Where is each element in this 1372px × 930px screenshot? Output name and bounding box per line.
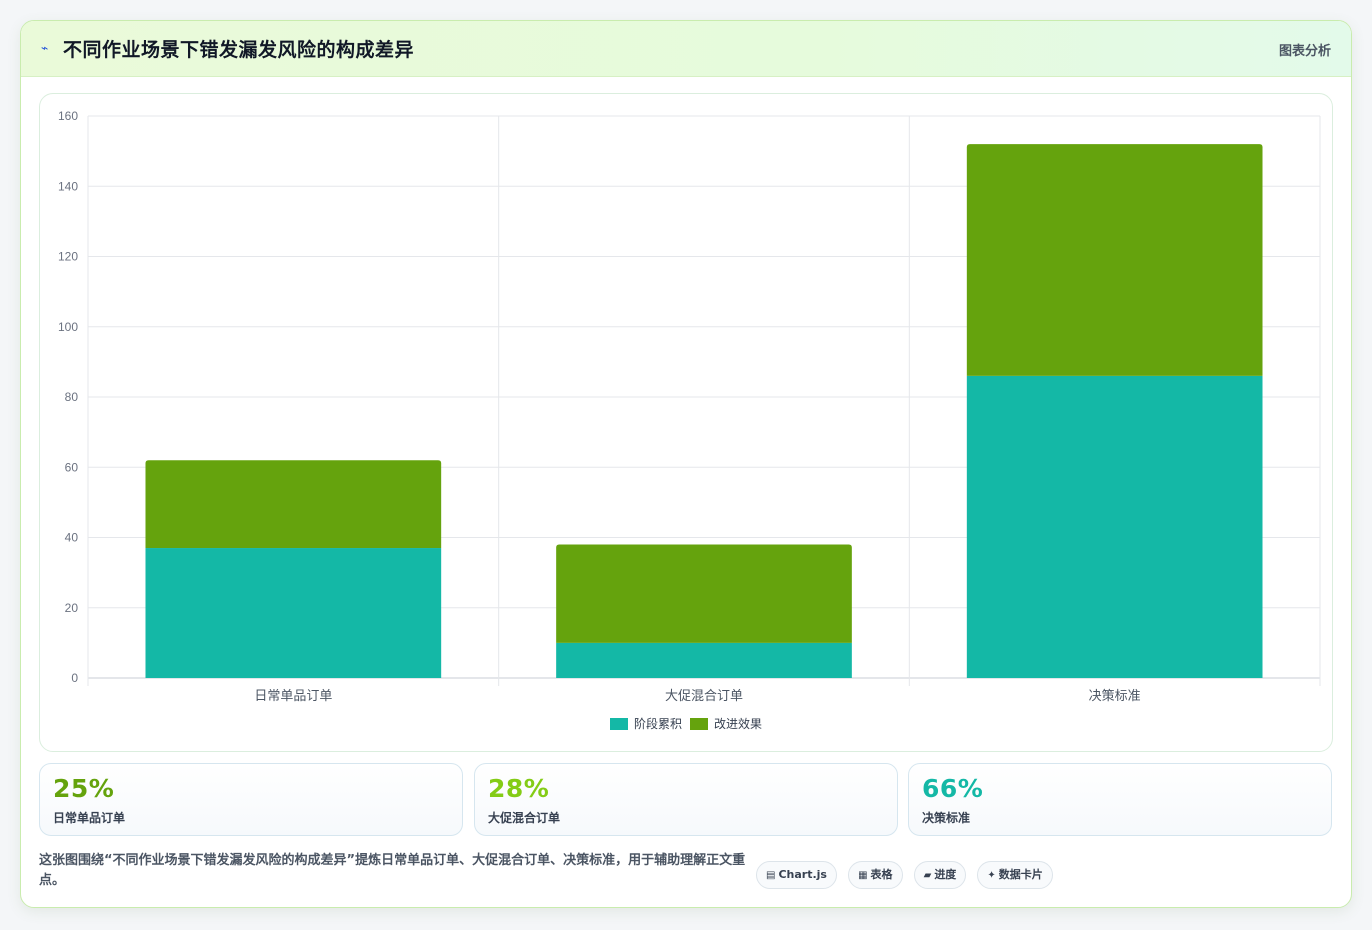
tag-list: ▤ Chart.js ▦ 表格 ▰ 进度 ✦ 数据卡片	[756, 861, 1059, 889]
bar-segment	[966, 144, 1263, 376]
card-header: ⌁ 不同作业场景下错发漏发风险的构成差异 图表分析	[21, 21, 1351, 77]
tag-label: 表格	[870, 868, 893, 881]
stat-value: 66%	[922, 774, 984, 803]
bar-segment	[145, 548, 442, 678]
tag-label: 进度	[934, 868, 957, 881]
x-tick-label: 决策标准	[1089, 688, 1141, 704]
progress-icon: ▰	[923, 870, 932, 881]
y-tick-label: 0	[71, 671, 78, 685]
chart-legend: 阶段累积 改进效果	[40, 715, 1332, 732]
legend-item[interactable]: 阶段累积	[609, 715, 682, 732]
y-tick-label: 140	[58, 179, 78, 193]
chart-analysis-label: 图表分析	[1278, 44, 1331, 59]
y-tick-label: 20	[65, 601, 79, 615]
legend-label: 阶段累积	[633, 717, 682, 731]
bar-segment	[556, 544, 852, 643]
legend-item[interactable]: 改进效果	[690, 715, 762, 732]
tag-progress[interactable]: ▰ 进度	[913, 861, 967, 889]
chart-card: ⌁ 不同作业场景下错发漏发风险的构成差异 图表分析 0 20 40 60 80 100 12…	[20, 20, 1352, 908]
stat-label: 日常单品订单	[53, 811, 126, 825]
legend-swatch	[609, 718, 628, 730]
stat-label: 大促混合订单	[488, 811, 561, 825]
y-tick-label: 80	[65, 390, 79, 404]
x-tick-label: 日常单品订单	[254, 689, 332, 704]
y-tick-label: 160	[58, 109, 78, 123]
bar-segment	[145, 460, 442, 549]
chart-description: 这张图围绕“不同作业场景下错发漏发风险的构成差异”提炼日常单品订单、大促混合订单…	[39, 853, 746, 888]
y-tick-label: 60	[65, 460, 79, 474]
page-title: 不同作业场景下错发漏发风险的构成差异	[63, 39, 415, 61]
stat-card-daily: 25% 日常单品订单	[39, 763, 463, 836]
tag-data-cards[interactable]: ✦ 数据卡片	[977, 861, 1053, 889]
tag-table[interactable]: ▦ 表格	[848, 861, 903, 889]
stacked-bar-chart: 0 20 40 60 80 100 120 140 160 日常单品订单 大促混合订单 决策标准	[58, 109, 1321, 704]
stat-card-decision: 66% 决策标准	[908, 763, 1332, 836]
table-icon: ▦	[858, 870, 868, 881]
stat-card-promo: 28% 大促混合订单	[474, 763, 898, 836]
chart-icon: ▤	[766, 870, 776, 881]
x-tick-label: 大促混合订单	[665, 689, 743, 704]
stat-label: 决策标准	[922, 811, 971, 825]
legend-swatch	[690, 718, 708, 730]
tag-chartjs[interactable]: ▤ Chart.js	[756, 861, 837, 889]
stat-value: 25%	[53, 774, 115, 803]
trend-icon: ⌁	[41, 41, 49, 55]
tag-label: 数据卡片	[998, 868, 1043, 881]
stat-value: 28%	[488, 774, 550, 803]
legend-label: 改进效果	[714, 717, 763, 731]
y-tick-label: 120	[58, 250, 78, 264]
bar-segment	[556, 642, 852, 678]
tag-label: Chart.js	[778, 868, 827, 881]
sparkle-icon: ✦	[987, 870, 996, 881]
y-tick-label: 40	[65, 531, 79, 545]
bar-segment	[966, 375, 1263, 678]
chart-panel: 0 20 40 60 80 100 120 140 160 日常单品订单 大促混合订单 决策标准 阶段…	[39, 93, 1333, 752]
y-tick-label: 100	[58, 320, 78, 334]
